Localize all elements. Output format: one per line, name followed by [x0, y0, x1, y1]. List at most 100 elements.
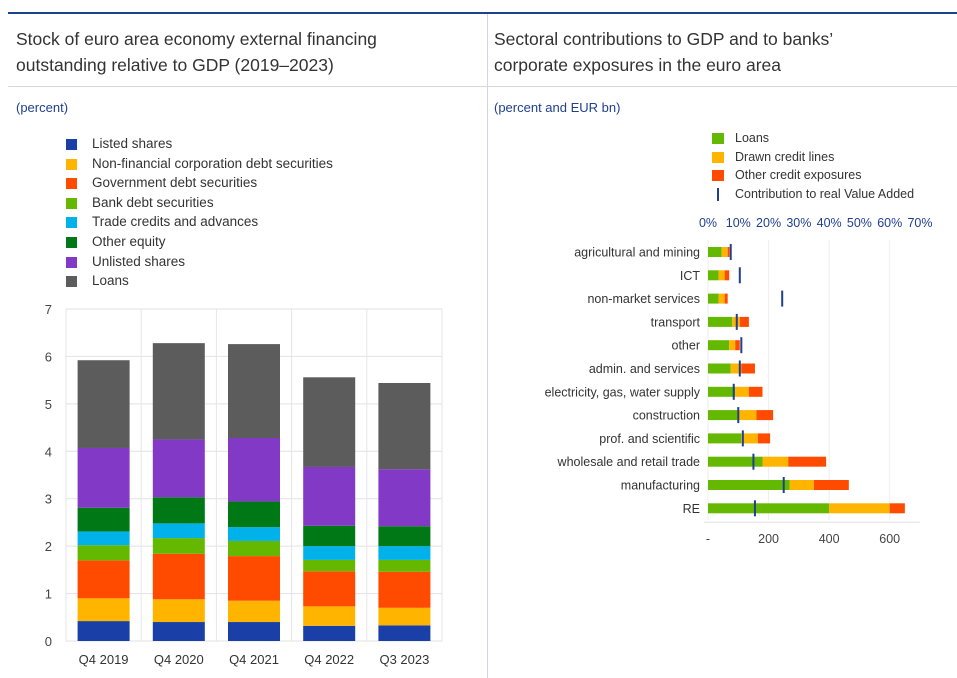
bar-segment-other-equity [378, 526, 431, 547]
bar-segment-unlisted-shares [152, 439, 205, 498]
legend-swatch [66, 158, 77, 170]
legend-label: Loans [92, 273, 129, 289]
bar-segment-listed-shares [152, 622, 205, 641]
legend-swatch [712, 133, 724, 144]
value-added-marker [738, 360, 741, 377]
bar-segment-other-credit-exposures [735, 340, 740, 351]
bar-segment-non-financial-corporation-debt-securities [303, 606, 356, 626]
bar-segment-unlisted-shares [77, 447, 130, 508]
value-added-marker [737, 407, 740, 424]
y-tick-label: 1 [45, 587, 52, 602]
bar-segment-bank-debt-securities [378, 559, 431, 572]
legend-swatch [66, 217, 77, 229]
bar-segment-loans [228, 344, 280, 439]
bar-segment-trade-credits-and-advances [303, 546, 356, 560]
legend-label: Drawn credit lines [735, 149, 835, 164]
bottom-axis-tick-label: 200 [758, 532, 779, 546]
bar-segment-other-equity [152, 497, 205, 524]
bar-segment-loans [708, 340, 730, 351]
bottom-axis-tick-label: 600 [879, 532, 900, 546]
legend-swatch [66, 236, 77, 248]
legend-swatch [66, 276, 77, 288]
bar-segment-other-credit-exposures [814, 480, 849, 490]
x-tick-label: Q3 2023 [379, 652, 429, 667]
y-tick-label: 2 [45, 539, 52, 554]
category-label: non-market services [587, 292, 700, 306]
bar-segment-non-financial-corporation-debt-securities [152, 599, 205, 623]
bar-segment-loans [708, 433, 742, 444]
category-label: ICT [680, 269, 701, 283]
category-label: agricultural and mining [574, 246, 700, 260]
bar-segment-other-equity [228, 501, 280, 528]
bar-segment-loans [708, 410, 739, 421]
y-tick-label: 3 [45, 492, 52, 507]
legend-label: Contribution to real Value Added [735, 186, 915, 201]
top-axis-tick-label: 70% [907, 216, 932, 230]
bar-segment-loans [708, 386, 736, 397]
x-tick-label: Q4 2022 [304, 652, 354, 667]
bar-segment-unlisted-shares [378, 469, 431, 527]
legend-label: Listed shares [92, 136, 173, 151]
right-units-label: (percent and EUR bn) [494, 100, 621, 115]
bar-segment-non-financial-corporation-debt-securities [378, 607, 431, 626]
bar-segment-government-debt-securities [228, 556, 280, 601]
category-label: manufacturing [621, 479, 700, 493]
y-tick-label: 0 [45, 634, 52, 649]
value-added-marker [781, 290, 784, 307]
bar-segment-drawn-credit-lines [741, 433, 758, 444]
bar-segment-government-debt-securities [378, 571, 431, 608]
bar-segment-listed-shares [228, 622, 280, 641]
bar-segment-loans [77, 360, 130, 448]
bar-segment-bank-debt-securities [152, 538, 205, 554]
bar-segment-other-credit-exposures [788, 456, 827, 467]
bar-segment-unlisted-shares [228, 438, 280, 502]
legend-label: Other credit exposures [735, 168, 862, 182]
x-tick-label: Q4 2020 [154, 652, 204, 667]
bar-segment-loans [708, 316, 733, 327]
x-tick-label: Q4 2019 [79, 652, 129, 667]
bar-segment-drawn-credit-lines [829, 503, 890, 514]
bar-segment-non-financial-corporation-debt-securities [77, 598, 130, 622]
right-horizontal-bar-chart: 0% 10% 20% 30% 40% 50% 60% 70% agricultural and … [545, 216, 933, 546]
category-label: other [672, 339, 701, 353]
bar-segment-bank-debt-securities [77, 545, 130, 561]
legend-swatch [712, 170, 724, 181]
bar-segment-listed-shares [303, 625, 356, 641]
y-tick-label: 7 [45, 302, 52, 317]
bar-segment-loans [378, 382, 431, 470]
bar-segment-loans [708, 363, 731, 374]
top-rule [8, 12, 957, 14]
legend-label: Unlisted shares [92, 253, 186, 269]
bar-segment-other-credit-exposures [741, 363, 755, 374]
bar-segment-bank-debt-securities [303, 559, 356, 572]
legend-label: Loans [735, 131, 770, 145]
bar-segment-other-equity [77, 507, 130, 532]
top-axis-tick-label: 40% [817, 216, 842, 230]
left-units-label: (percent) [16, 100, 69, 115]
panel-divider [487, 14, 488, 678]
bar-segment-other-credit-exposures [756, 410, 774, 421]
bar-segment-drawn-credit-lines [738, 410, 757, 421]
right-title-line-1: Sectoral contributions to GDP and to ban… [494, 29, 834, 49]
top-axis-tick-label: 20% [756, 216, 781, 230]
bar-segment-trade-credits-and-advances [228, 527, 280, 541]
left-chart-title: Stock of euro area economy external fina… [16, 26, 377, 78]
bar-segment-listed-shares [378, 625, 431, 641]
left-title-line-2: outstanding relative to GDP (2019–2023) [16, 55, 334, 75]
category-label: prof. and scientific [599, 432, 700, 446]
bar-segment-loans [708, 503, 830, 514]
right-chart-title: Sectoral contributions to GDP and to ban… [494, 26, 833, 78]
legend-label: Non-financial corporation debt securitie… [92, 155, 333, 171]
bar-segment-other-credit-exposures [724, 293, 728, 304]
bar-segment-other-credit-exposures [727, 247, 730, 257]
category-label: RE [683, 502, 700, 516]
bar-segment-drawn-credit-lines [789, 480, 814, 490]
bar-segment-loans [708, 480, 790, 490]
bar-segment-loans [708, 270, 719, 281]
bar-segment-other-credit-exposures [739, 316, 749, 327]
bar-segment-drawn-credit-lines [721, 247, 728, 257]
legend-label: Trade credits and advances [92, 214, 259, 230]
bar-segment-loans [708, 293, 719, 304]
legend-swatch [66, 256, 77, 268]
top-axis-tick-label: 10% [726, 216, 751, 230]
